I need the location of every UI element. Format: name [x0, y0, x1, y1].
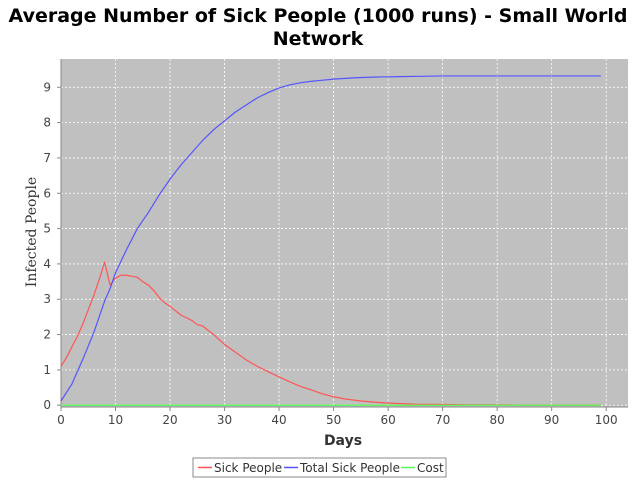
x-tick-label: 90: [544, 413, 559, 427]
x-tick-label: 40: [271, 413, 286, 427]
chart-title-line-2: Network: [273, 28, 364, 50]
x-tick-label: 60: [380, 413, 395, 427]
x-tick-label: 100: [595, 413, 618, 427]
legend-box: [192, 457, 447, 478]
y-tick-label: 0: [43, 398, 51, 412]
series-sick-people-line: [60, 261, 601, 406]
chart-title-line-1: Average Number of Sick People (1000 runs…: [9, 5, 628, 27]
legend-label-cost: Cost: [417, 461, 444, 475]
series-lines: [60, 75, 601, 406]
plot-area: [61, 59, 628, 407]
x-tick-label: 80: [490, 413, 505, 427]
series-total-sick-people-line: [60, 75, 601, 402]
legend: Sick People Total Sick People Cost: [192, 457, 447, 478]
y-axis-label: Infected People: [24, 177, 40, 287]
x-tick-label: 0: [57, 413, 65, 427]
y-tick-label: 4: [43, 257, 51, 271]
axis-ticks: 0 10 20 30 40 50 60 70 80 90 100 0 1 2 3 4 5 6 7 8 9: [43, 59, 628, 427]
legend-label-total: Total Sick People: [299, 461, 400, 475]
y-tick-label: 3: [43, 292, 51, 306]
y-tick-label: 7: [43, 151, 51, 165]
x-axis-label: Days: [324, 433, 362, 449]
y-tick-label: 9: [43, 80, 51, 94]
legend-label-sick: Sick People: [214, 461, 282, 475]
x-tick-label: 50: [326, 413, 341, 427]
y-tick-label: 6: [43, 186, 51, 200]
y-tick-label: 8: [43, 116, 51, 130]
y-tick-label: 2: [43, 328, 51, 342]
y-tick-label: 1: [43, 363, 51, 377]
y-tick-label: 5: [43, 222, 51, 236]
x-tick-label: 30: [217, 413, 232, 427]
plot-background: [61, 59, 628, 407]
x-tick-label: 70: [435, 413, 450, 427]
x-tick-label: 10: [108, 413, 123, 427]
x-tick-label: 20: [162, 413, 177, 427]
